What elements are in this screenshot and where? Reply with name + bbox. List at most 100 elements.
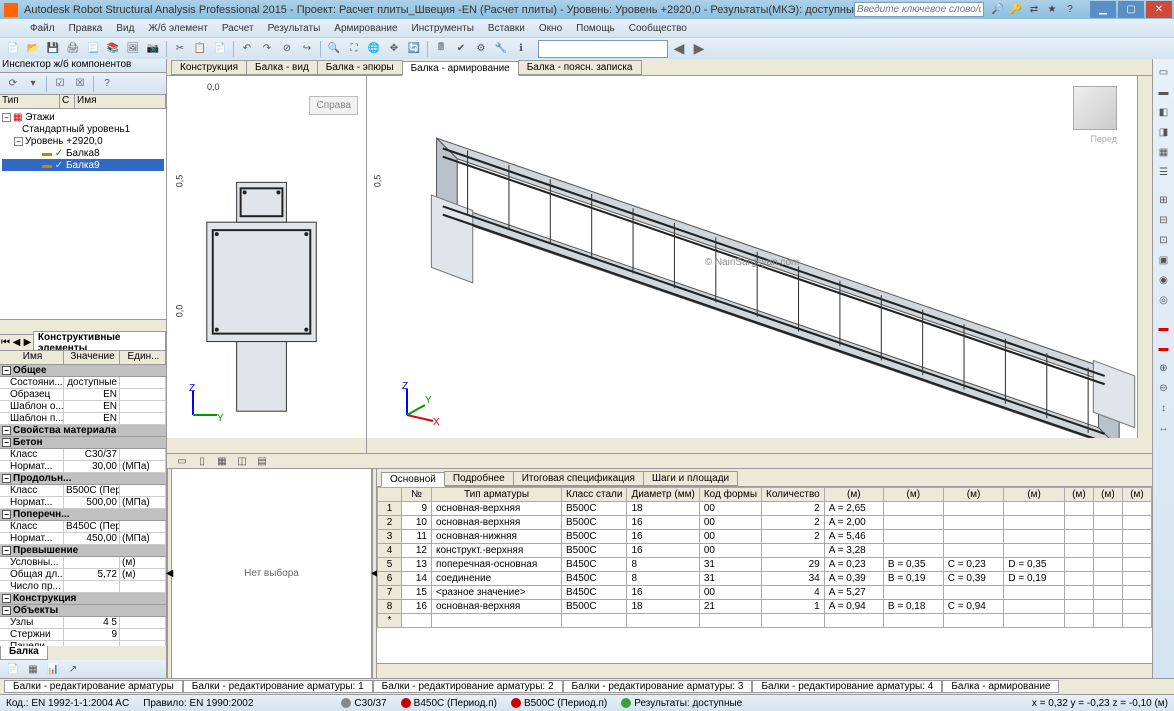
print-icon[interactable]: 🖨 [64, 40, 82, 58]
check-icon[interactable]: ✔ [452, 40, 470, 58]
orbit-icon[interactable]: 🔄 [405, 40, 423, 58]
tab-nav-next-icon[interactable]: ▶ [22, 337, 33, 348]
table-header[interactable]: Диаметр (мм) [627, 488, 699, 502]
rt-icon-15[interactable]: ↕ [1155, 399, 1173, 417]
props-row[interactable]: Шаблон п...EN [0, 413, 166, 425]
tree-beam-8[interactable]: Балка8 [66, 148, 100, 159]
props-row[interactable]: Условны...(м) [0, 557, 166, 569]
table-header[interactable]: Класс стали [562, 488, 627, 502]
menu-community[interactable]: Сообщество [623, 23, 693, 34]
table-row[interactable]: 412конструкт.-верхняяB500C1600A = 3,28 [378, 544, 1152, 558]
props-group[interactable]: −Поперечн... [0, 509, 166, 521]
camera-icon[interactable]: 📷 [144, 40, 162, 58]
table-header[interactable]: Код формы [699, 488, 761, 502]
paste-icon[interactable]: 📄 [211, 40, 229, 58]
props-group[interactable]: −Бетон [0, 437, 166, 449]
star-icon[interactable]: ★ [1044, 2, 1060, 18]
menu-calc[interactable]: Расчет [216, 23, 260, 34]
menu-inserts[interactable]: Вставки [482, 23, 531, 34]
reinforcement-table[interactable]: №Тип арматурыКласс сталиДиаметр (мм)Код … [377, 487, 1152, 628]
save-icon[interactable]: 💾 [44, 40, 62, 58]
props-group[interactable]: −Свойства материала [0, 425, 166, 437]
table-row[interactable]: 210основная-верхняяB500C16002A = 2,00 [378, 516, 1152, 530]
info-icon[interactable]: ℹ [512, 40, 530, 58]
pan-icon[interactable]: ✥ [385, 40, 403, 58]
zoom-window-icon[interactable]: 🔍 [325, 40, 343, 58]
key-icon[interactable]: 🔑 [1008, 2, 1024, 18]
rt-icon-9[interactable]: ⊡ [1155, 231, 1173, 249]
props-group[interactable]: −Объекты [0, 605, 166, 617]
view-mode-5-icon[interactable]: ▤ [253, 452, 271, 470]
menu-results[interactable]: Результаты [262, 23, 327, 34]
tree-col-s[interactable]: С [60, 95, 75, 108]
rt-icon-13[interactable]: ⊕ [1155, 359, 1173, 377]
help-icon[interactable]: ? [1062, 2, 1078, 18]
rt-icon-3[interactable]: ◧ [1155, 103, 1173, 121]
rt-icon-10[interactable]: ▣ [1155, 251, 1173, 269]
binoculars-icon[interactable]: 🔎 [990, 2, 1006, 18]
layers-icon[interactable]: 📚 [104, 40, 122, 58]
status-tab-1[interactable]: Балки - редактирование арматуры: 1 [183, 680, 373, 693]
table-header[interactable]: (м) [883, 488, 943, 502]
table-scrollbar[interactable] [377, 663, 1152, 678]
view-mode-2-icon[interactable]: ▯ [193, 452, 211, 470]
redo-icon[interactable]: ↷ [258, 40, 276, 58]
rt-icon-5[interactable]: ▦ [1155, 143, 1173, 161]
props-row[interactable]: Состояни...доступные [0, 377, 166, 389]
selection-combo[interactable] [538, 40, 668, 58]
doc-icon[interactable]: 📄 [4, 660, 22, 678]
view-mode-4-icon[interactable]: ◫ [233, 452, 251, 470]
view-cube[interactable] [1073, 86, 1117, 130]
rt-icon-red[interactable]: ▬ [1155, 319, 1173, 337]
view-mode-3-icon[interactable]: ▦ [213, 452, 231, 470]
settings-icon[interactable]: ⚙ [472, 40, 490, 58]
rt-icon-12[interactable]: ◎ [1155, 291, 1173, 309]
props-row[interactable]: Число пр... [0, 581, 166, 593]
keyword-search-input[interactable] [854, 2, 984, 17]
props-col-name[interactable]: Имя [0, 351, 64, 365]
nav-prev-icon[interactable]: ◀ [670, 40, 688, 58]
table-row[interactable]: 311основная-нижняяB500C16002A = 5,46 [378, 530, 1152, 544]
table-header[interactable]: (м) [943, 488, 1004, 502]
viewport-scrollbar-h[interactable] [167, 438, 1152, 453]
tbl-tab-steps[interactable]: Шаги и площади [643, 471, 738, 486]
window-close-button[interactable]: ✕ [1146, 1, 1172, 18]
view-mode-1-icon[interactable]: ▭ [173, 452, 191, 470]
undo-icon[interactable]: ↶ [238, 40, 256, 58]
table-header[interactable]: (м) [824, 488, 883, 502]
rt-icon-2[interactable]: ▬ [1155, 83, 1173, 101]
rt-icon-6[interactable]: ☰ [1155, 163, 1173, 181]
status-tab-4[interactable]: Балки - редактирование арматуры: 4 [752, 680, 942, 693]
tree-col-name[interactable]: Имя [75, 95, 166, 108]
tbl-tab-detail[interactable]: Подробнее [444, 471, 514, 486]
inspector-filter-icon[interactable]: ▾ [24, 75, 42, 93]
props-row[interactable]: Общая дл...5,72(м) [0, 569, 166, 581]
rt-icon-14[interactable]: ⊖ [1155, 379, 1173, 397]
print-preview-icon[interactable]: 📃 [84, 40, 102, 58]
tbl-tab-spec[interactable]: Итоговая спецификация [513, 471, 644, 486]
exchange-icon[interactable]: ⇄ [1026, 2, 1042, 18]
props-row[interactable]: Нормат...500,00(МПа) [0, 497, 166, 509]
tree-root[interactable]: Этажи [25, 112, 55, 123]
tab-nav-prev-icon[interactable]: ◀ [11, 337, 22, 348]
globe-icon[interactable]: 🌐 [365, 40, 383, 58]
tab-beam-diagrams[interactable]: Балка - эпюры [317, 60, 403, 75]
tab-nav-first-icon[interactable]: ⏮ [0, 337, 11, 348]
tree-item[interactable]: Стандартный уровень1 [22, 124, 130, 135]
tab-beam-reinforcement[interactable]: Балка - армирование [402, 61, 519, 76]
rt-icon-4[interactable]: ◨ [1155, 123, 1173, 141]
3d-viewport[interactable]: 0,5 Перед [367, 76, 1137, 438]
open-icon[interactable]: 📂 [24, 40, 42, 58]
menu-rc-element[interactable]: Ж/б элемент [142, 23, 213, 34]
copy-icon[interactable]: 📋 [191, 40, 209, 58]
nav-next-icon[interactable]: ▶ [690, 40, 708, 58]
table-row[interactable]: 614соединениеB450C83134A = 0,39B = 0,19C… [378, 572, 1152, 586]
screenshot-icon[interactable]: 🖼 [124, 40, 142, 58]
table-header[interactable]: Тип арматуры [432, 488, 562, 502]
new-doc-icon[interactable]: 📄 [4, 40, 22, 58]
table-header[interactable]: (м) [1004, 488, 1065, 502]
cut-icon[interactable]: ✂ [171, 40, 189, 58]
props-col-value[interactable]: Значение [64, 351, 120, 365]
rt-icon-1[interactable]: ▭ [1155, 63, 1173, 81]
menu-file[interactable]: Файл [24, 23, 61, 34]
